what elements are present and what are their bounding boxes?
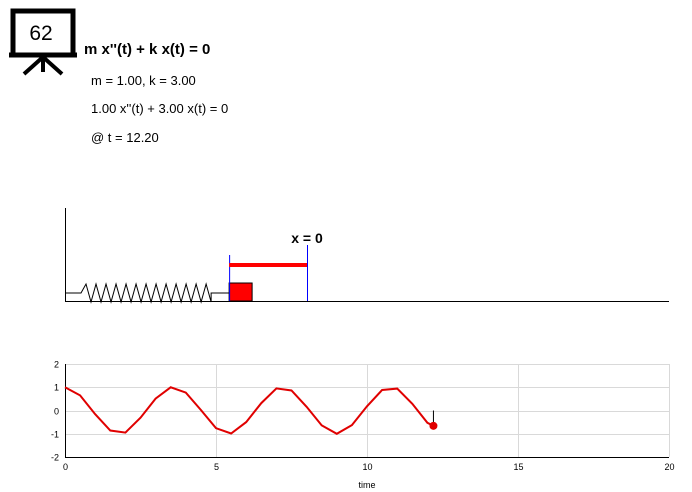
parameters-text: m = 1.00, k = 3.00 xyxy=(91,73,196,88)
x-tick-label: 20 xyxy=(664,462,674,472)
spring-coil xyxy=(65,282,230,304)
x-tick-label: 15 xyxy=(513,462,523,472)
presentation-board-icon xyxy=(9,8,77,76)
equilibrium-label: x = 0 xyxy=(291,230,323,246)
y-tick-label: 0 xyxy=(54,407,59,417)
spring-mass-simulation: x = 0 xyxy=(65,208,669,304)
y-tick-label: -1 xyxy=(51,430,59,440)
mass-block xyxy=(228,282,253,302)
equation-title: m x''(t) + k x(t) = 0 xyxy=(84,41,211,58)
substituted-equation: 1.00 x''(t) + 3.00 x(t) = 0 xyxy=(91,101,229,116)
current-value-point xyxy=(429,421,438,430)
series-line xyxy=(64,386,434,435)
x-tick-label: 5 xyxy=(214,462,219,472)
displacement-plot: 0 5 10 15 20 -2 -1 0 1 2 time xyxy=(51,360,675,491)
x-tick-label: 10 xyxy=(362,462,372,472)
y-tick-label: -2 xyxy=(51,453,59,463)
plot-grid xyxy=(65,364,670,458)
x-axis-label: time xyxy=(358,480,375,490)
badge-number: 62 xyxy=(29,22,53,45)
x-tick-label: 0 xyxy=(63,462,68,472)
y-tick-label: 2 xyxy=(54,360,59,370)
plot-tick-labels: 0 5 10 15 20 -2 -1 0 1 2 xyxy=(51,360,675,473)
time-readout: @ t = 12.20 xyxy=(91,130,159,145)
y-tick-label: 1 xyxy=(54,383,59,393)
